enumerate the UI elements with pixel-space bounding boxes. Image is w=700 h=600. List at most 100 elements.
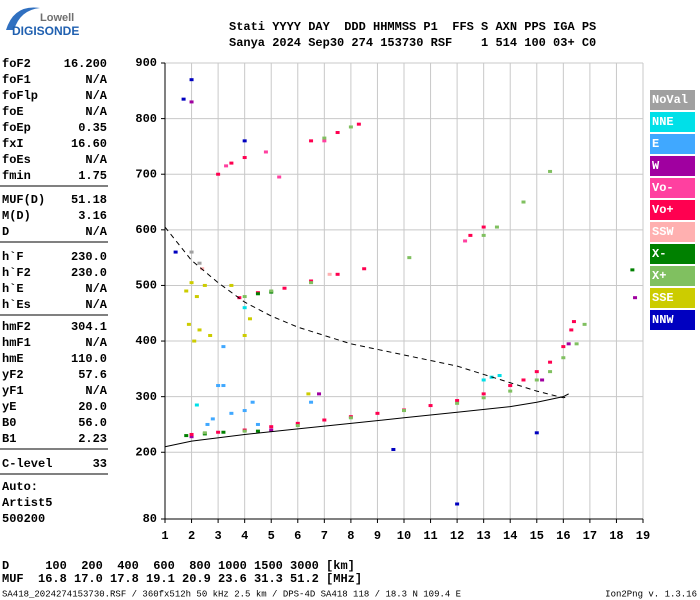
echo-point	[375, 411, 380, 415]
param-name: foEp	[2, 121, 31, 135]
param-value: 33	[93, 457, 107, 471]
echo-point	[494, 225, 499, 229]
muf-line: D 100 200 400 600 800 1000 1500 3000 [km…	[2, 559, 355, 573]
echo-point	[192, 339, 197, 343]
echo-point	[229, 161, 234, 165]
param-name: M(D)	[2, 209, 31, 223]
echo-point	[630, 268, 635, 272]
echo-point	[202, 431, 207, 435]
echo-point	[189, 435, 194, 439]
echo-point	[463, 239, 468, 243]
legend-label: W	[652, 159, 660, 173]
echo-point	[322, 418, 327, 422]
echo-point	[247, 317, 252, 321]
x-tick-label: 8	[347, 529, 354, 543]
echo-point	[242, 409, 247, 413]
echo-point	[508, 384, 513, 388]
param-name: h`E	[2, 282, 24, 296]
legend-swatch	[650, 156, 695, 176]
x-tick-label: 12	[450, 529, 464, 543]
x-tick-label: 11	[423, 529, 437, 543]
echo-point	[216, 172, 221, 176]
legend-swatch	[650, 134, 695, 154]
param-value: N/A	[85, 336, 107, 350]
legend-label: NNW	[652, 313, 674, 327]
param-name: fmin	[2, 169, 31, 183]
y-tick-label: 80	[143, 512, 157, 526]
echo-point	[582, 322, 587, 326]
echo-point	[189, 281, 194, 285]
echo-point	[242, 139, 247, 143]
echo-point	[295, 421, 300, 425]
x-tick-label: 17	[583, 529, 597, 543]
echo-point	[348, 125, 353, 129]
y-tick-label: 800	[135, 112, 157, 126]
legend-swatch	[650, 244, 695, 264]
param-value: 56.0	[78, 416, 107, 430]
x-tick-label: 13	[476, 529, 490, 543]
param-name: hmF2	[2, 320, 31, 334]
echo-point	[348, 416, 353, 420]
y-tick-label: 700	[135, 167, 157, 181]
echo-point	[202, 283, 207, 287]
echo-point	[229, 283, 234, 287]
echo-point	[277, 175, 282, 179]
header-line: Sanya 2024 Sep30 274 153730 RSF 1 514 10…	[229, 36, 596, 50]
x-tick-label: 14	[503, 529, 517, 543]
auto-label: 500200	[2, 512, 45, 526]
echo-point	[391, 447, 396, 451]
echo-point	[269, 428, 274, 432]
echo-point	[481, 378, 486, 382]
x-tick-label: 7	[321, 529, 328, 543]
echo-point	[322, 136, 327, 140]
x-tick-label: 2	[188, 529, 195, 543]
echo-point	[205, 422, 210, 426]
legend-label: SSW	[652, 225, 674, 239]
echo-point	[508, 389, 513, 393]
legend-label: X-	[652, 247, 666, 261]
param-name: hmF1	[2, 336, 31, 350]
header-line: Stati YYYY DAY DDD HHMMSS P1 FFS S AXN P…	[229, 20, 596, 34]
echo-point	[229, 411, 234, 415]
param-name: h`F2	[2, 266, 31, 280]
param-name: h`Es	[2, 298, 31, 312]
param-name: hmE	[2, 352, 24, 366]
legend-label: NoVal	[652, 93, 688, 107]
y-tick-label: 500	[135, 279, 157, 293]
param-value: 230.0	[71, 250, 107, 264]
x-tick-label: 16	[556, 529, 570, 543]
param-name: D	[2, 225, 9, 239]
legend-swatch	[650, 178, 695, 198]
echo-point	[574, 342, 579, 346]
auto-label: Artist5	[2, 496, 52, 510]
echo-point	[224, 164, 229, 168]
echo-point	[561, 356, 566, 360]
x-tick-label: 3	[215, 529, 222, 543]
param-name: foF1	[2, 73, 31, 87]
echo-point	[548, 360, 553, 364]
param-value: 304.1	[71, 320, 107, 334]
y-tick-label: 400	[135, 334, 157, 348]
echo-point	[189, 78, 194, 82]
echo-point	[335, 131, 340, 135]
echo-point	[186, 322, 191, 326]
echo-point	[242, 306, 247, 310]
echo-point	[534, 378, 539, 382]
echo-point	[221, 384, 226, 388]
echo-point	[571, 320, 576, 324]
echo-point	[548, 370, 553, 374]
echo-point	[210, 417, 215, 421]
legend-swatch	[650, 112, 695, 132]
param-name: B1	[2, 432, 16, 446]
echo-point	[309, 281, 314, 285]
echo-point	[362, 267, 367, 271]
echo-point	[540, 378, 545, 382]
x-tick-label: 10	[397, 529, 411, 543]
echo-point	[534, 370, 539, 374]
echo-point	[633, 296, 638, 300]
param-name: fxI	[2, 137, 24, 151]
legend-swatch	[650, 200, 695, 220]
param-name: foE	[2, 105, 24, 119]
param-value: N/A	[85, 105, 107, 119]
echo-point	[197, 261, 202, 265]
